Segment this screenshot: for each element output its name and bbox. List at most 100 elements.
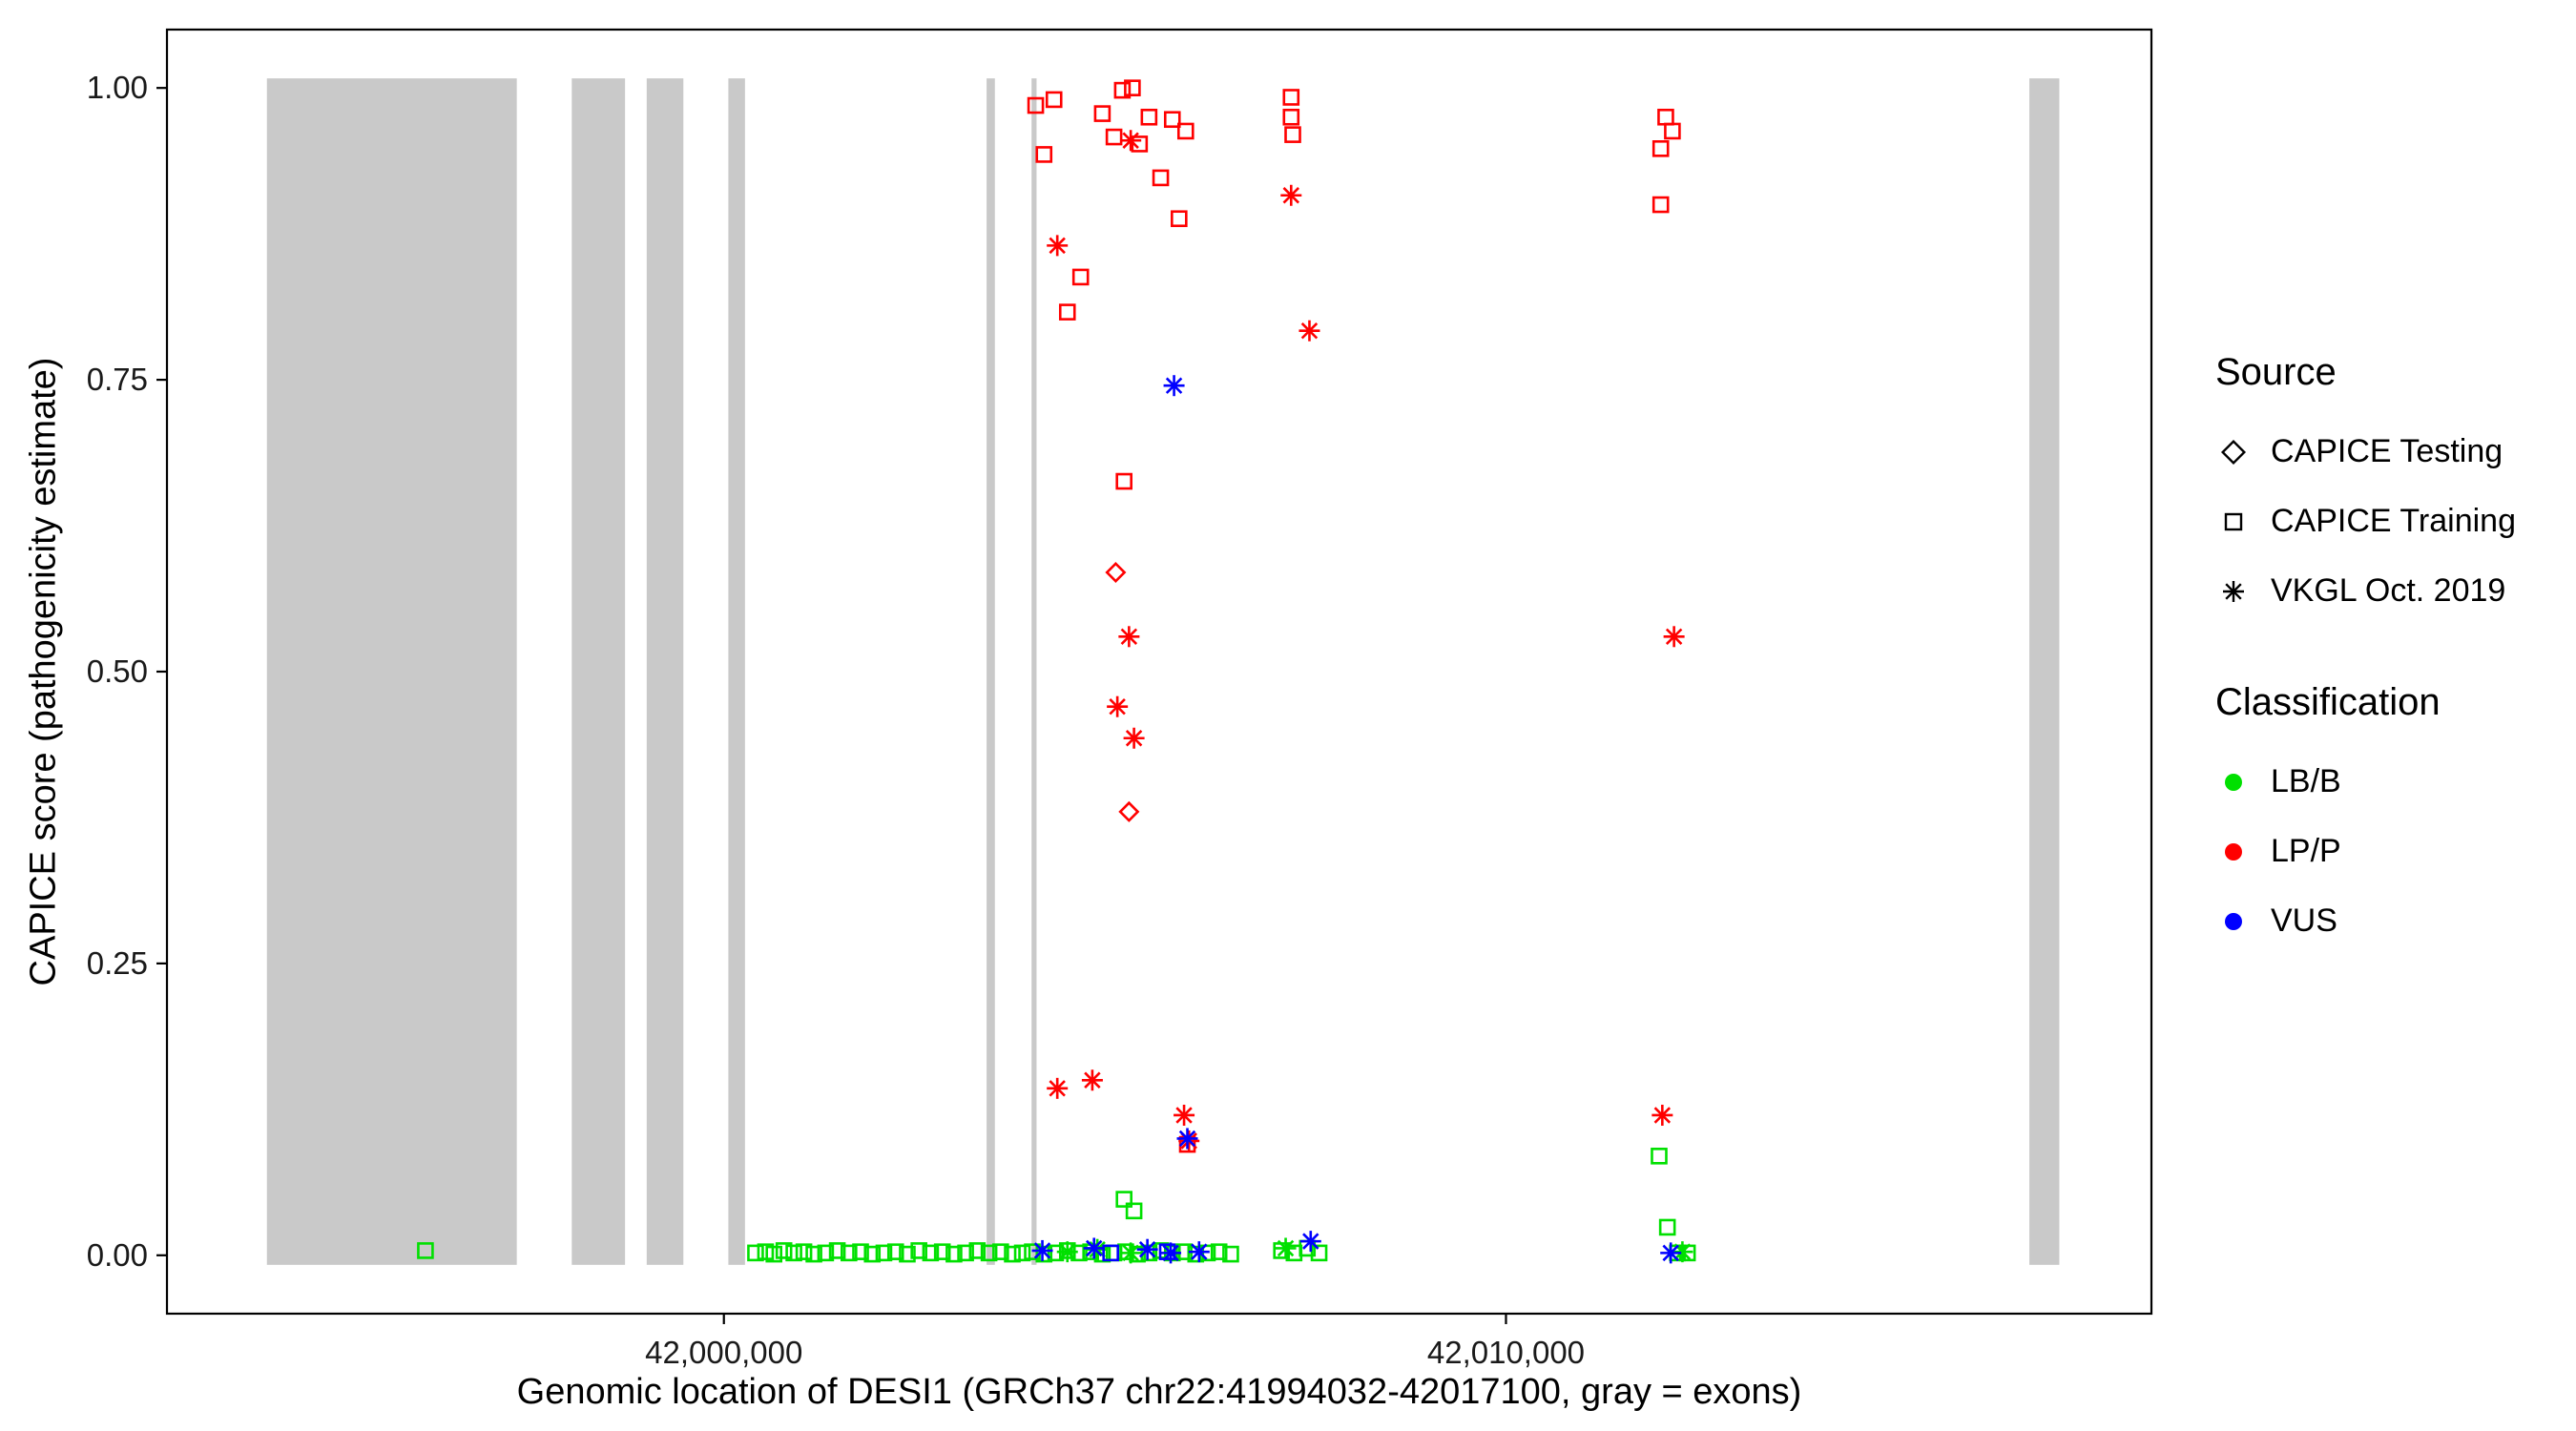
data-point-asterisk (1652, 1104, 1673, 1126)
data-point-square (1045, 91, 1063, 109)
data-point-asterisk (1275, 1237, 1297, 1259)
data-point-asterisk (1176, 1128, 1198, 1150)
data-point-asterisk (1660, 1242, 1682, 1264)
data-point-asterisk (1188, 1241, 1210, 1263)
data-point-square (1651, 1148, 1668, 1165)
data-point-square (1657, 108, 1674, 126)
legend-item-label: VKGL Oct. 2019 (2271, 572, 2506, 609)
y-tick-label: 0.50 (87, 653, 148, 689)
data-point-square (980, 1244, 998, 1262)
asterisk-icon (2223, 580, 2244, 602)
data-point-square (805, 1245, 822, 1263)
data-point-square (828, 1242, 846, 1259)
legend-item-capice-testing: CAPICE Testing (2215, 417, 2568, 487)
data-point-square (1125, 1202, 1143, 1220)
data-point-asterisk (1083, 1237, 1105, 1259)
exon-band (2029, 78, 2060, 1265)
data-point-asterisk (1107, 695, 1129, 717)
blue-dot-icon (2225, 912, 2242, 930)
data-point-square (747, 1244, 764, 1262)
data-point-square (1140, 108, 1158, 126)
legend-item-label: LB/B (2271, 763, 2341, 799)
data-point-square (1093, 105, 1111, 122)
data-point-square (945, 1245, 963, 1263)
exon-band (1031, 78, 1037, 1265)
legend-item-vus: VUS (2215, 886, 2568, 956)
data-point-square (1664, 122, 1681, 140)
data-point-asterisk (1047, 1077, 1069, 1099)
data-point-asterisk (1120, 130, 1142, 152)
data-point-square (1658, 1218, 1676, 1236)
green-dot-icon (2225, 773, 2242, 791)
data-point-square (922, 1244, 940, 1262)
legend-source-title: Source (2215, 351, 2337, 393)
data-point-square (1163, 111, 1181, 129)
data-point-square (817, 1244, 835, 1262)
data-point-square (1652, 196, 1670, 214)
data-point-diamond (1118, 800, 1140, 822)
data-point-square (957, 1244, 974, 1262)
data-point-square (863, 1245, 882, 1263)
exon-band (571, 78, 626, 1265)
data-point-square (1210, 1243, 1228, 1260)
square-icon (2224, 512, 2243, 530)
legend-gap (2215, 626, 2568, 681)
data-point-asterisk (1663, 626, 1685, 648)
legend-item-lbb: LB/B (2215, 747, 2568, 817)
exon-band (987, 78, 995, 1265)
data-point-square (1115, 472, 1132, 490)
legend-item-capice-training: CAPICE Training (2215, 487, 2568, 556)
data-point-square (1284, 126, 1301, 143)
data-point-square (1124, 79, 1141, 96)
data-point-square (1035, 146, 1053, 163)
data-point-square (933, 1243, 951, 1260)
y-tick-label: 0.25 (87, 945, 148, 981)
legend-item-label: LP/P (2271, 833, 2341, 869)
data-point-square (968, 1242, 987, 1259)
data-point-asterisk (1163, 375, 1185, 397)
data-point-square (1102, 1244, 1119, 1262)
red-dot-icon (2225, 842, 2242, 861)
data-point-square (852, 1243, 869, 1260)
data-point-square (765, 1245, 782, 1263)
legend-item-lpp: LP/P (2215, 817, 2568, 886)
data-point-diamond (1105, 561, 1127, 584)
data-point-square (1027, 96, 1045, 114)
data-point-square (1282, 108, 1300, 126)
data-point-square (1115, 1191, 1132, 1208)
exon-band (728, 78, 745, 1265)
data-point-square (1013, 1244, 1031, 1262)
data-point-square (785, 1244, 802, 1262)
data-point-square (795, 1243, 813, 1260)
data-point-square (1222, 1245, 1239, 1263)
data-point-asterisk (1280, 184, 1302, 206)
x-axis-label: Genomic location of DESI1 (GRCh37 chr22:… (516, 1372, 1802, 1412)
legend-classification-title: Classification (2215, 681, 2441, 723)
exon-band (266, 78, 517, 1265)
data-point-square (1105, 128, 1123, 146)
data-point-asterisk (1123, 727, 1145, 749)
data-point-square (1652, 140, 1670, 157)
data-point-square (1058, 303, 1076, 321)
data-point-asterisk (1081, 1069, 1103, 1091)
data-point-square (1282, 89, 1300, 106)
data-point-asterisk (1299, 1231, 1321, 1253)
data-point-asterisk (1298, 320, 1320, 342)
data-point-square (899, 1245, 916, 1263)
x-tick-label: 42,000,000 (645, 1335, 802, 1370)
legend: Source CAPICE Testing CAPICE Training (2215, 351, 2568, 956)
data-point-square (1152, 169, 1170, 187)
y-tick-label: 0.75 (87, 362, 148, 397)
data-point-square (1035, 1245, 1053, 1263)
data-point-asterisk (1174, 1104, 1195, 1126)
data-point-square (841, 1244, 858, 1262)
data-point-asterisk (1160, 1242, 1182, 1264)
y-tick-label: 0.00 (87, 1237, 148, 1273)
data-point-square (775, 1242, 793, 1259)
data-point-square (1140, 1244, 1158, 1262)
data-point-square (1004, 1245, 1021, 1263)
data-point-square (1171, 210, 1188, 228)
y-tick-label: 1.00 (87, 70, 148, 105)
